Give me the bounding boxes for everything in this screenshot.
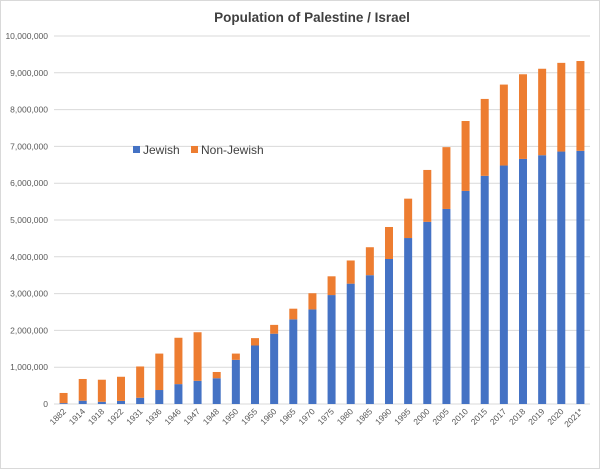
y-tick-label: 5,000,000 bbox=[10, 215, 48, 225]
y-tick-label: 7,000,000 bbox=[10, 141, 48, 151]
y-tick-label: 2,000,000 bbox=[10, 325, 48, 335]
bar-jewish-2018 bbox=[519, 158, 527, 404]
bar-jewish-1960 bbox=[270, 333, 279, 404]
bar-jewish-1990 bbox=[385, 259, 393, 404]
y-tick-label: 6,000,000 bbox=[10, 178, 48, 188]
bar-jewish-1985 bbox=[365, 275, 374, 404]
bar-non-jewish-1882 bbox=[59, 392, 68, 404]
bar-jewish-1950 bbox=[231, 359, 240, 404]
bar-non-jewish-2019 bbox=[538, 68, 547, 156]
bar-non-jewish-2010 bbox=[461, 121, 470, 191]
bar-jewish-1975 bbox=[327, 295, 336, 404]
chart-title: Population of Palestine / Israel bbox=[214, 10, 410, 25]
bar-jewish-2021 bbox=[576, 150, 585, 404]
bar-jewish-1995 bbox=[404, 238, 413, 404]
bar-non-jewish-1948 bbox=[212, 371, 221, 379]
bar-non-jewish-1990 bbox=[385, 226, 393, 260]
legend: Jewish Non-Jewish bbox=[133, 143, 264, 157]
bar-non-jewish-1960 bbox=[270, 324, 279, 334]
legend-swatch-non-jewish bbox=[191, 146, 198, 153]
bar-non-jewish-2000 bbox=[423, 169, 432, 222]
bar-jewish-1965 bbox=[289, 319, 298, 404]
bar-jewish-2019 bbox=[538, 155, 547, 404]
bar-non-jewish-2015 bbox=[480, 98, 489, 176]
bar-jewish-2017 bbox=[499, 165, 508, 404]
bar-non-jewish-1931 bbox=[136, 366, 145, 398]
bar-jewish-1882 bbox=[59, 403, 68, 404]
y-tick-label: 9,000,000 bbox=[10, 68, 48, 78]
y-tick-label: 8,000,000 bbox=[10, 105, 48, 115]
bar-non-jewish-2020 bbox=[557, 62, 566, 152]
legend-label-jewish: Jewish bbox=[143, 143, 180, 157]
bar-jewish-2010 bbox=[461, 190, 470, 404]
bar-jewish-1914 bbox=[78, 400, 87, 404]
bar-jewish-1931 bbox=[136, 397, 145, 404]
bar-non-jewish-1918 bbox=[97, 379, 106, 402]
bar-non-jewish-1922 bbox=[117, 376, 125, 401]
y-tick-label: 1,000,000 bbox=[10, 362, 48, 372]
y-tick-label: 0 bbox=[43, 399, 48, 409]
bar-jewish-2000 bbox=[423, 221, 432, 404]
y-tick-label: 10,000,000 bbox=[5, 31, 48, 41]
bar-jewish-1947 bbox=[193, 380, 202, 404]
bar-jewish-2015 bbox=[480, 175, 489, 404]
legend-label-non-jewish: Non-Jewish bbox=[201, 143, 264, 157]
legend-swatch-jewish bbox=[133, 146, 140, 153]
bar-non-jewish-1965 bbox=[289, 308, 298, 320]
bar-non-jewish-2017 bbox=[499, 84, 508, 166]
bar-jewish-1936 bbox=[155, 390, 164, 404]
bar-non-jewish-1995 bbox=[404, 198, 413, 239]
bar-non-jewish-1950 bbox=[231, 353, 240, 360]
y-tick-label: 3,000,000 bbox=[10, 289, 48, 299]
bar-non-jewish-2018 bbox=[519, 74, 527, 159]
bar-non-jewish-1914 bbox=[78, 378, 87, 401]
bar-non-jewish-1980 bbox=[346, 260, 355, 284]
bar-jewish-2005 bbox=[442, 208, 451, 404]
bar-jewish-1946 bbox=[174, 384, 183, 404]
bar-non-jewish-2005 bbox=[442, 147, 451, 209]
bar-non-jewish-1975 bbox=[327, 276, 336, 296]
bar-non-jewish-1985 bbox=[365, 247, 374, 276]
bar-non-jewish-1947 bbox=[193, 332, 202, 381]
bar-non-jewish-1955 bbox=[251, 338, 259, 346]
bar-jewish-1922 bbox=[117, 400, 125, 404]
bar-non-jewish-1970 bbox=[308, 293, 317, 310]
bar-jewish-1955 bbox=[251, 345, 259, 404]
bar-jewish-1980 bbox=[346, 283, 355, 404]
bar-non-jewish-1946 bbox=[174, 337, 183, 385]
bar-jewish-2020 bbox=[557, 151, 566, 404]
y-tick-label: 4,000,000 bbox=[10, 252, 48, 262]
bar-jewish-1970 bbox=[308, 309, 317, 404]
bar-jewish-1948 bbox=[212, 378, 221, 404]
bar-non-jewish-1936 bbox=[155, 353, 164, 391]
bar-non-jewish-2021 bbox=[576, 61, 585, 151]
bar-jewish-1918 bbox=[97, 401, 106, 404]
